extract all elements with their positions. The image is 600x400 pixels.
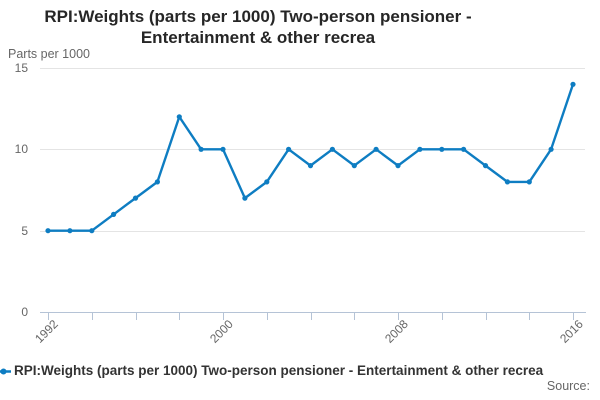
legend-series-label: RPI:Weights (parts per 1000) Two-person … [14,363,544,378]
data-point [89,228,95,234]
series-line [48,83,575,232]
data-point [373,146,379,152]
data-point [132,195,139,201]
data-point [395,163,401,169]
y-tick-label: 0 [21,305,28,319]
data-point [176,114,182,120]
data-point [242,195,248,201]
data-point [67,228,73,234]
x-tick-mark [135,313,137,320]
data-point [286,146,292,152]
data-point [439,146,445,152]
x-tick-mark [48,313,49,320]
data-point [220,146,226,152]
x-tick-mark [266,313,268,320]
x-axis-line [40,312,586,313]
x-tick-mark [179,313,181,320]
chart-title: RPI:Weights (parts per 1000) Two-person … [0,6,516,48]
chart-title-line2: Entertainment & other recrea [140,28,376,47]
x-tick-mark [91,313,93,320]
data-point [482,163,489,169]
source-note: Source: [546,379,590,393]
x-tick-mark [354,313,356,320]
y-tick-label: 15 [14,61,28,75]
y-tick-label: 5 [21,223,28,238]
chart-title-line1: RPI:Weights (parts per 1000) Two-person … [44,7,472,26]
data-point [307,163,314,169]
data-point [461,146,467,152]
data-point [526,179,532,185]
data-point [548,146,554,152]
data-point [417,146,423,152]
gridline [40,230,585,232]
data-point [351,163,357,169]
data-point [45,228,51,234]
x-tick-mark [398,313,399,320]
x-tick-mark [573,313,574,320]
x-tick-mark [485,313,487,320]
y-axis-title: Parts per 1000 [8,47,90,61]
legend: RPI:Weights (parts per 1000) Two-person … [0,363,600,380]
gridline [40,68,585,69]
x-tick-mark [310,313,312,320]
data-point [329,146,335,152]
legend-line-marker-icon [0,368,11,375]
gridline [40,149,585,151]
x-tick-mark [441,313,443,320]
data-point [264,179,270,185]
data-point [570,81,576,87]
x-tick-mark [529,313,531,320]
data-point [198,146,204,152]
data-point [111,211,117,217]
data-point [154,179,160,185]
x-tick-mark [223,313,224,320]
y-tick-label: 10 [14,142,28,157]
data-point [504,179,510,185]
